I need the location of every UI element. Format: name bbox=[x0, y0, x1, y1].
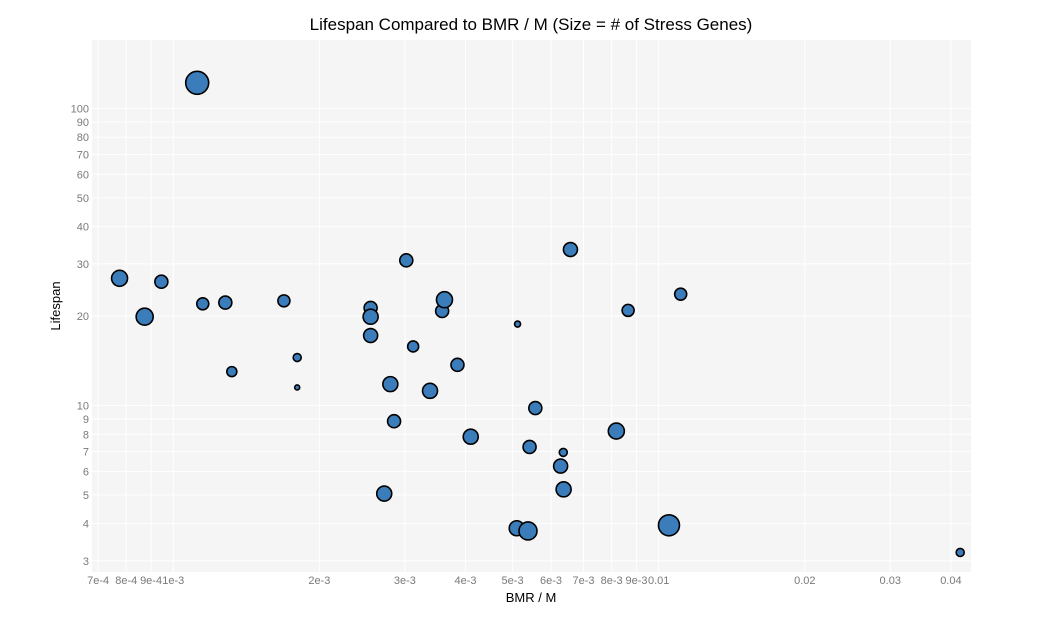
data-point bbox=[184, 70, 210, 96]
data-point bbox=[657, 513, 681, 537]
data-point bbox=[277, 294, 291, 308]
data-point bbox=[558, 447, 569, 458]
x-tick-label: 0.02 bbox=[794, 575, 815, 587]
data-point bbox=[955, 547, 965, 558]
data-point bbox=[382, 375, 399, 393]
x-tick-label: 6e-3 bbox=[540, 575, 562, 587]
y-tick-label: 90 bbox=[77, 117, 89, 129]
data-point bbox=[513, 320, 522, 328]
y-tick-label: 100 bbox=[71, 103, 89, 115]
data-point bbox=[110, 269, 129, 288]
data-point bbox=[226, 365, 238, 378]
data-point bbox=[555, 481, 572, 498]
data-point bbox=[621, 303, 635, 318]
x-axis-ticks: 7e-4 8e-4 9e-4 1e-3 2e-3 3e-3 4e-3 5e-3 6e-3 7e-3… bbox=[87, 575, 962, 587]
y-tick-label: 70 bbox=[77, 149, 89, 161]
data-point bbox=[293, 384, 301, 391]
chart-title: Lifespan Compared to BMR / M (Size = # o… bbox=[310, 15, 753, 34]
data-point bbox=[435, 290, 454, 309]
x-tick-label: 7e-3 bbox=[572, 575, 594, 587]
x-tick-label: 8e-4 bbox=[115, 575, 137, 587]
x-tick-label: 0.03 bbox=[880, 575, 901, 587]
y-tick-label: 7 bbox=[83, 446, 89, 458]
y-tick-label: 5 bbox=[83, 490, 89, 502]
data-point bbox=[462, 428, 480, 445]
y-tick-label: 40 bbox=[77, 222, 89, 234]
y-tick-label: 20 bbox=[77, 311, 89, 323]
y-tick-label: 10 bbox=[77, 400, 89, 412]
y-tick-label: 6 bbox=[83, 466, 89, 478]
x-tick-label: 9e-3 bbox=[625, 575, 647, 587]
y-tick-label: 8 bbox=[83, 429, 89, 441]
x-tick-label: 7e-4 bbox=[87, 575, 109, 587]
x-tick-label: 0.04 bbox=[940, 575, 961, 587]
y-tick-label: 9 bbox=[83, 414, 89, 426]
x-tick-label: 9e-4 bbox=[140, 575, 162, 587]
x-tick-label: 3e-3 bbox=[394, 575, 416, 587]
x-tick-label: 2e-3 bbox=[308, 575, 330, 587]
data-point bbox=[154, 274, 169, 290]
data-point bbox=[375, 485, 393, 502]
data-point bbox=[406, 340, 420, 353]
y-tick-label: 60 bbox=[77, 169, 89, 181]
data-point bbox=[421, 382, 439, 400]
y-axis-title: Lifespan bbox=[48, 281, 63, 330]
y-tick-label: 3 bbox=[83, 556, 89, 568]
data-point bbox=[292, 352, 303, 363]
x-tick-label: 0.01 bbox=[648, 575, 669, 587]
data-point bbox=[522, 439, 537, 455]
data-point bbox=[362, 327, 379, 344]
x-tick-label: 5e-3 bbox=[502, 575, 524, 587]
y-tick-label: 4 bbox=[83, 519, 89, 531]
data-point bbox=[673, 287, 688, 301]
data-point bbox=[562, 241, 579, 258]
data-point bbox=[398, 253, 414, 268]
data-point bbox=[195, 296, 210, 311]
data-point bbox=[362, 308, 379, 326]
data-point bbox=[552, 458, 569, 474]
data-point bbox=[386, 413, 402, 429]
grid-lines bbox=[92, 40, 971, 572]
y-tick-label: 80 bbox=[77, 132, 89, 144]
y-tick-label: 30 bbox=[77, 259, 89, 271]
data-point bbox=[450, 357, 465, 373]
data-point bbox=[135, 307, 154, 327]
data-point bbox=[518, 521, 538, 541]
x-tick-label: 8e-3 bbox=[601, 575, 623, 587]
y-tick-label: 50 bbox=[77, 193, 89, 205]
data-point bbox=[528, 400, 543, 416]
data-points bbox=[110, 70, 965, 558]
data-point bbox=[607, 422, 626, 440]
x-tick-label: 4e-3 bbox=[455, 575, 477, 587]
x-tick-label: 1e-3 bbox=[162, 575, 184, 587]
x-axis-title: BMR / M bbox=[506, 590, 557, 605]
data-point bbox=[218, 295, 233, 310]
plot-area bbox=[92, 40, 971, 572]
y-axis-ticks: 3 4 5 6 7 8 9 10 20 30 40 50 60 70 80 90 100 bbox=[71, 103, 89, 567]
